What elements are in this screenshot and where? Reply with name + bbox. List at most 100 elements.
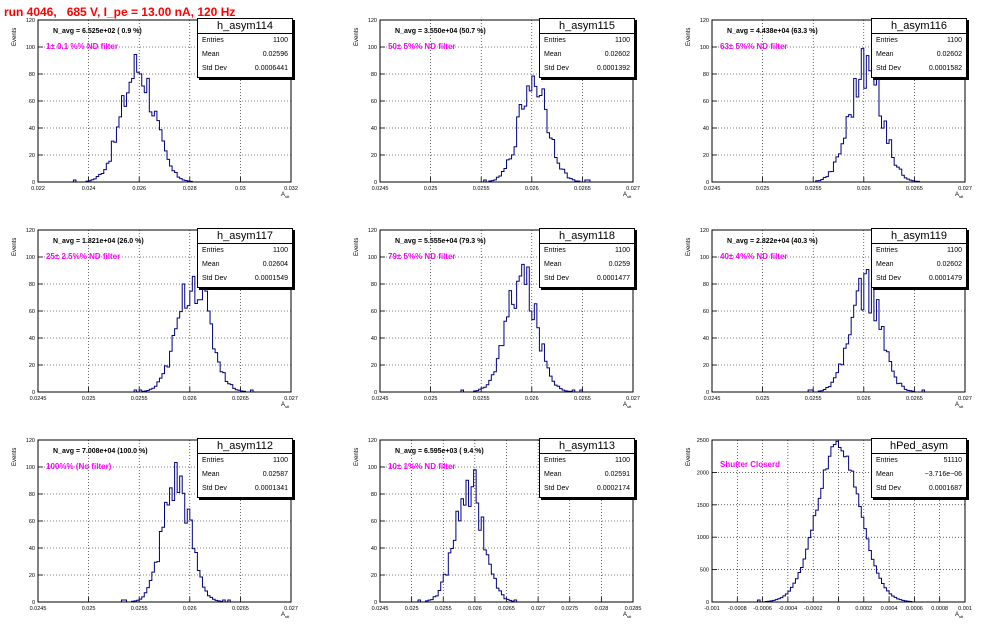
y-tick-label: 120: [368, 438, 377, 444]
x-tick-label: 0.0004: [881, 606, 898, 612]
y-tick-label: 60: [371, 309, 377, 315]
stats-entries-label: Entries: [876, 37, 898, 44]
stats-entries-label: Entries: [876, 247, 898, 254]
x-axis-label: Astt: [955, 402, 964, 410]
stats-entries-label: Entries: [544, 247, 566, 254]
y-tick-label: 100: [700, 255, 709, 261]
x-tick-label: 0.0245: [30, 606, 47, 612]
stats-entries-row: Entries 1100: [198, 34, 292, 48]
stats-entries-label: Entries: [202, 457, 224, 464]
plot-area: 0.0245 0.025 0.0255 0.026 0.0265 0.027 0 20 40 60…: [26, 228, 298, 402]
plot-area: 0.0245 0.025 0.0255 0.026 0.0265 0.027 0 20 40 60…: [368, 18, 640, 192]
y-tick-label: 60: [29, 519, 35, 525]
x-tick-label: 0.025: [756, 186, 770, 192]
stats-mean-value: 0.02596: [262, 51, 288, 58]
x-tick-label: 0.026: [525, 396, 539, 402]
plot-frame: [711, 229, 966, 393]
x-axis-label: Astt: [281, 402, 290, 410]
y-axis-label: Events: [12, 447, 18, 466]
x-tick-label: 0.025: [424, 396, 438, 402]
stats-entries-value: 1100: [272, 37, 288, 44]
stats-std-dev-row: Std Dev 0.0001582: [872, 62, 966, 76]
stats-std-dev-label: Std Dev: [876, 275, 901, 282]
y-tick-label: 40: [371, 546, 377, 552]
y-tick-label: 0: [374, 180, 377, 186]
stats-std-dev-label: Std Dev: [544, 65, 569, 72]
y-tick-label: 60: [29, 309, 35, 315]
y-tick-label: 20: [371, 363, 377, 369]
y-tick-label: 20: [29, 363, 35, 369]
y-tick-label: 20: [29, 573, 35, 579]
x-tick-label: 0.026: [857, 396, 871, 402]
x-tick-label: 0.001: [958, 606, 972, 612]
stats-mean-row: Mean 0.02604: [198, 258, 292, 272]
y-axis-label: Events: [12, 237, 18, 256]
stats-mean-label: Mean: [544, 471, 562, 478]
x-axis-label: Astt: [623, 192, 632, 200]
stats-mean-label: Mean: [876, 471, 894, 478]
stats-entries-row: Entries 1100: [872, 244, 966, 258]
stats-mean-row: Mean −3.716e−06: [872, 468, 966, 482]
stats-std-dev-value: 0.0001341: [254, 485, 288, 492]
x-tick-label: 0.0255: [131, 396, 148, 402]
stats-std-dev-row: Std Dev 0.0001392: [540, 62, 634, 76]
x-tick-label: 0.0245: [372, 396, 389, 402]
stats-box: h_asym113 Entries 1100 Mean 0.02591 Std Dev 0.…: [539, 438, 635, 498]
x-axis-label-sub: stt: [959, 194, 964, 200]
x-tick-label: 0.0285: [625, 606, 642, 612]
x-tick-label: 0.026: [525, 186, 539, 192]
y-tick-label: 0: [32, 390, 35, 396]
stats-std-dev-label: Std Dev: [202, 65, 227, 72]
n-avg-text: N_avg = 1.821e+04 (26.0 %): [53, 238, 144, 245]
stats-histogram-name: h_asym113: [540, 439, 634, 454]
stats-mean-row: Mean 0.02602: [540, 48, 634, 62]
y-tick-label: 100: [368, 255, 377, 261]
y-tick-label: 120: [26, 438, 35, 444]
stats-entries-value: 1100: [946, 247, 962, 254]
stats-entries-value: 1100: [272, 457, 288, 464]
histogram-panel: 0.0245 0.025 0.0255 0.026 0.0265 0.027 0 20 40 60…: [674, 210, 998, 420]
x-tick-label: 0.0255: [473, 396, 490, 402]
stats-entries-label: Entries: [876, 457, 898, 464]
y-tick-label: 100: [368, 45, 377, 51]
x-axis-label-sub: stt: [627, 614, 632, 620]
n-avg-text: N_avg = 7.008e+04 (100.0 %): [53, 448, 148, 455]
x-tick-label: 0.025: [424, 186, 438, 192]
x-tick-label: 0.0265: [906, 186, 923, 192]
stats-std-dev-row: Std Dev 0.0001479: [872, 272, 966, 286]
y-tick-label: 20: [29, 153, 35, 159]
stats-box: h_asym112 Entries 1100 Mean 0.02587 Std Dev 0.…: [197, 438, 293, 498]
y-tick-label: 60: [703, 309, 709, 315]
y-tick-label: 20: [371, 153, 377, 159]
stats-histogram-name: h_asym115: [540, 19, 634, 34]
x-tick-label: 0.0265: [232, 396, 249, 402]
stats-box: h_asym114 Entries 1100 Mean 0.02596 Std Dev 0.…: [197, 18, 293, 78]
stats-mean-value: 0.02602: [936, 51, 962, 58]
filter-annotation: 25± 2.5%% ND filter: [46, 252, 121, 261]
stats-box: h_asym118 Entries 1100 Mean 0.0259 Std Dev 0.0…: [539, 228, 635, 288]
histogram-panel: 0.0245 0.025 0.0255 0.026 0.0265 0.027 0 20 40 60…: [342, 210, 672, 420]
stats-mean-value: 0.0259: [608, 261, 630, 268]
x-tick-label: 0.025: [756, 396, 770, 402]
run-title: run 4046, 685 V, I_pe = 13.00 nA, 120 Hz: [4, 5, 236, 19]
x-axis-label: Astt: [281, 192, 290, 200]
plot-frame: [711, 19, 966, 183]
y-axis-label: Events: [354, 447, 360, 466]
x-tick-label: 0.027: [531, 606, 545, 612]
n-avg-text: N_avg = 5.555e+04 (79.3 %): [395, 238, 486, 245]
y-tick-label: 120: [368, 18, 377, 24]
x-tick-label: 0.0255: [435, 606, 452, 612]
histogram-bars: [712, 440, 965, 603]
x-tick-label: -0.0006: [753, 606, 772, 612]
y-tick-label: 40: [703, 126, 709, 132]
y-axis-label: Events: [12, 27, 18, 46]
plot-area: 0.0245 0.025 0.0255 0.026 0.0265 0.027 0 20 40 60…: [700, 228, 972, 402]
stats-std-dev-row: Std Dev 0.0001341: [198, 482, 292, 496]
x-tick-label: 0.026: [183, 396, 197, 402]
histogram-bars: [38, 275, 291, 393]
y-tick-label: 20: [703, 153, 709, 159]
x-tick-label: 0.0255: [131, 606, 148, 612]
stats-mean-label: Mean: [544, 51, 562, 58]
y-axis-label: Events: [686, 237, 692, 256]
x-tick-label: 0.025: [405, 606, 419, 612]
